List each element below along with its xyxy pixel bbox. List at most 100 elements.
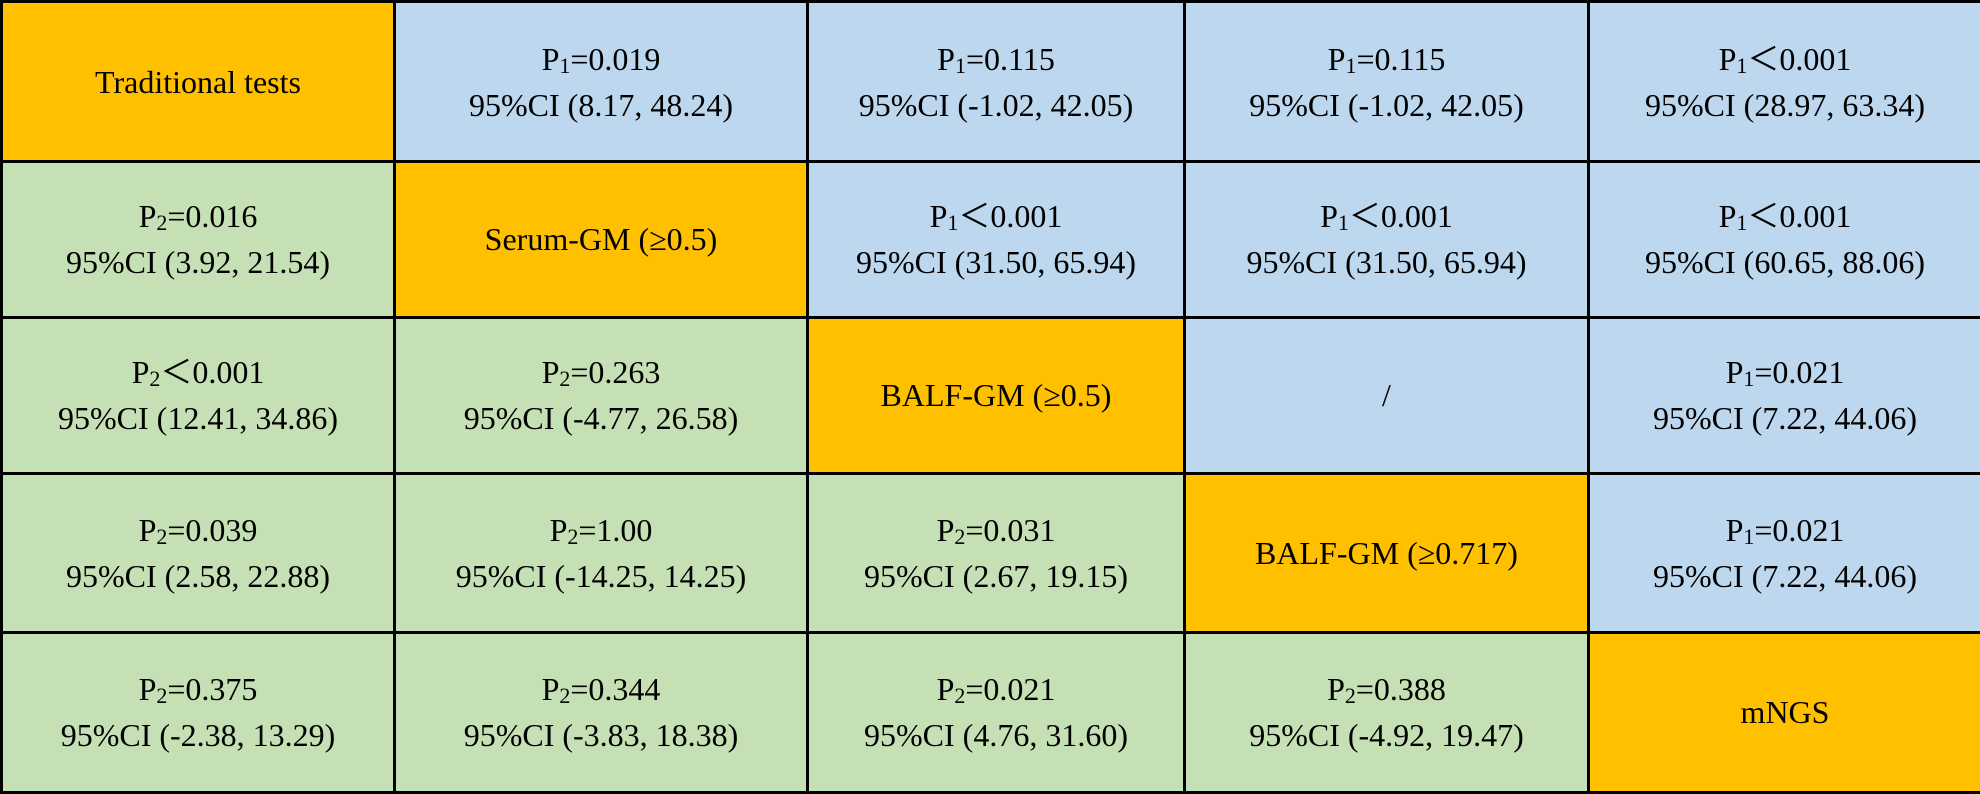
p-value-number: =0.019: [570, 40, 661, 77]
p-subscript: 2: [149, 366, 161, 392]
p-subscript: 1: [1736, 210, 1748, 236]
matrix-row: P2=0.039 95%CI (2.58, 22.88) P2=1.00 95%CI …: [0, 471, 1980, 634]
p-value: P1＜0.001: [809, 193, 1183, 239]
confidence-interval: 95%CI (28.97, 63.34): [1645, 86, 1925, 123]
p1-comparison-cell: P1＜0.001 95%CI (60.65, 88.06): [1587, 160, 1980, 319]
p-value-number: ＜0.001: [958, 198, 1063, 235]
p-subscript: 2: [559, 683, 571, 709]
p-letter: P: [138, 671, 157, 708]
confidence-interval: 95%CI (31.50, 65.94): [1246, 244, 1527, 281]
confidence-interval: 95%CI (8.17, 48.24): [469, 86, 733, 123]
p-letter: P: [1320, 198, 1338, 235]
p2-comparison-cell: P2=0.021 95%CI (4.76, 31.60): [806, 630, 1186, 794]
p2-comparison-cell: P2=0.016 95%CI (3.92, 21.54): [0, 160, 396, 319]
p-letter: P: [1327, 671, 1345, 708]
confidence-interval: 95%CI (31.50, 65.94): [856, 244, 1136, 281]
p2-comparison-cell: P2=1.00 95%CI (-14.25, 14.25): [393, 471, 809, 634]
p2-comparison-cell: P2=0.031 95%CI (2.67, 19.15): [806, 471, 1186, 634]
p-subscript: 2: [156, 523, 168, 549]
matrix-row: P2＜0.001 95%CI (12.41, 34.86) P2=0.263 95%C…: [0, 315, 1980, 475]
p-letter: P: [541, 354, 560, 391]
p-value: P2=0.031: [809, 507, 1183, 553]
not-applicable-mark: /: [1382, 377, 1391, 414]
p-letter: P: [937, 40, 955, 77]
confidence-interval: 95%CI (60.65, 88.06): [1645, 244, 1925, 281]
diagonal-method-cell: mNGS: [1587, 630, 1980, 794]
p-value-number: =0.031: [965, 511, 1056, 548]
p-letter: P: [1718, 40, 1737, 77]
p-value: P1＜0.001: [1186, 193, 1587, 239]
p-subscript: 2: [567, 523, 579, 549]
p-value: P1＜0.001: [1590, 36, 1980, 82]
p-value: P1=0.021: [1590, 507, 1980, 553]
confidence-interval: 95%CI (-1.02, 42.05): [858, 86, 1134, 123]
method-label: BALF-GM (≥0.717): [1255, 534, 1518, 571]
p-value-number: =0.263: [570, 354, 661, 391]
p1-comparison-cell: P1=0.115 95%CI (-1.02, 42.05): [1183, 0, 1590, 163]
p2-comparison-cell: P2＜0.001 95%CI (12.41, 34.86): [0, 315, 396, 475]
p-value-number: =0.021: [1754, 511, 1845, 548]
p-subscript: 2: [954, 523, 966, 549]
p-value-number: =0.115: [1356, 40, 1446, 77]
p-value: P1=0.115: [1186, 36, 1587, 82]
p-value-number: =1.00: [578, 511, 653, 548]
method-label: Traditional tests: [95, 63, 301, 100]
p-letter: P: [936, 511, 955, 548]
p-value: P2＜0.001: [3, 349, 393, 395]
p-value: P2=0.375: [3, 666, 393, 712]
p-subscript: 1: [1743, 366, 1755, 392]
not-applicable-cell: /: [1183, 315, 1590, 475]
p-value: P1=0.021: [1590, 349, 1980, 395]
p-value: P2=0.016: [3, 193, 393, 239]
p-value-number: =0.016: [167, 198, 258, 235]
confidence-interval: 95%CI (4.76, 31.60): [864, 717, 1128, 754]
p-value: P2=0.388: [1186, 666, 1587, 712]
p-subscript: 1: [1736, 52, 1748, 78]
p-value-number: =0.021: [1754, 354, 1845, 391]
confidence-interval: 95%CI (-1.02, 42.05): [1249, 86, 1524, 123]
method-label: mNGS: [1740, 694, 1830, 731]
p-subscript: 2: [1344, 683, 1356, 709]
p1-comparison-cell: P1＜0.001 95%CI (31.50, 65.94): [1183, 160, 1590, 319]
confidence-interval: 95%CI (7.22, 44.06): [1653, 400, 1917, 437]
p1-comparison-cell: P1=0.021 95%CI (7.22, 44.06): [1587, 315, 1980, 475]
p-letter: P: [929, 198, 948, 235]
diagonal-method-cell: BALF-GM (≥0.5): [806, 315, 1186, 475]
p-value-number: ＜0.001: [1747, 198, 1852, 235]
p1-comparison-cell: P1＜0.001 95%CI (28.97, 63.34): [1587, 0, 1980, 163]
method-label: BALF-GM (≥0.5): [880, 377, 1112, 414]
p2-comparison-cell: P2=0.344 95%CI (-3.83, 18.38): [393, 630, 809, 794]
confidence-interval: 95%CI (3.92, 21.54): [66, 244, 330, 281]
p-value-number: ＜0.001: [160, 354, 265, 391]
p-value-number: ＜0.001: [1348, 198, 1453, 235]
p-subscript: 2: [156, 210, 168, 236]
p-letter: P: [138, 511, 157, 548]
diagonal-method-cell: BALF-GM (≥0.717): [1183, 471, 1590, 634]
p-subscript: 1: [1345, 52, 1357, 78]
p-letter: P: [541, 671, 560, 708]
p-subscript: 2: [559, 366, 571, 392]
matrix-row: Traditional tests P1=0.019 95%CI (8.17, 48…: [0, 0, 1980, 163]
p-value-number: =0.115: [965, 40, 1055, 77]
p-value: P2=0.263: [396, 349, 806, 395]
p-letter: P: [138, 198, 157, 235]
p1-comparison-cell: P1＜0.001 95%CI (31.50, 65.94): [806, 160, 1186, 319]
p-subscript: 2: [954, 683, 966, 709]
diagonal-method-cell: Traditional tests: [0, 0, 396, 163]
p-value: P1＜0.001: [1590, 193, 1980, 239]
p-subscript: 1: [954, 52, 966, 78]
p2-comparison-cell: P2=0.388 95%CI (-4.92, 19.47): [1183, 630, 1590, 794]
p-value: P2=0.344: [396, 666, 806, 712]
p1-comparison-cell: P1=0.115 95%CI (-1.02, 42.05): [806, 0, 1186, 163]
p-value: P2=1.00: [396, 507, 806, 553]
p-value: P2=0.021: [809, 666, 1183, 712]
matrix-row: P2=0.375 95%CI (-2.38, 13.29) P2=0.344 95%C…: [0, 630, 1980, 794]
p-letter: P: [1718, 198, 1737, 235]
p-subscript: 1: [1337, 210, 1349, 236]
confidence-interval: 95%CI (-14.25, 14.25): [455, 557, 747, 594]
p-value-number: ＜0.001: [1747, 40, 1852, 77]
confidence-interval: 95%CI (2.67, 19.15): [864, 557, 1128, 594]
p1-comparison-cell: P1=0.021 95%CI (7.22, 44.06): [1587, 471, 1980, 634]
p-letter: P: [1327, 40, 1346, 77]
